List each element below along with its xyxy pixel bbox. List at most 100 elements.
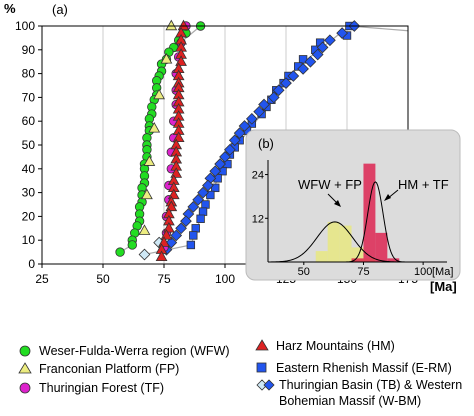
inset-bar-s0-1 [327,221,340,262]
data-point-s4-22 [201,200,210,209]
inset-bar-s1-1 [363,163,376,262]
main-data-points [115,19,361,262]
legend-marker-hm [255,339,269,351]
x-tick-label-50: 50 [96,272,110,286]
legend-label-tb-wbm-line2: Bohemian Massif (W-BM) [279,394,421,408]
data-point-s5-16 [228,134,241,147]
inset-bar-s1-0 [351,258,364,262]
inset-bar-s1-3 [387,258,400,262]
data-point-s6-0 [138,248,151,261]
inset-x-label: [Ma] [432,266,453,278]
series-1 [138,19,178,235]
data-point-s5-25 [187,201,200,213]
panel-label-b: (b) [258,136,274,151]
y-tick-label-50: 50 [22,138,36,152]
inset-panel: (b) 12 24 50 75 100 [Ma] WFW + FP HM + TF [245,129,461,281]
data-point-s0-35 [127,240,137,250]
data-point-s4-20 [211,183,220,193]
data-point-s5-6 [297,62,309,75]
inset-annotation-wfw-fp: WFW + FP [298,177,362,192]
data-point-s5-22 [202,179,214,192]
inset-bar-s0-2 [339,225,352,262]
y-tick-label-80: 80 [22,67,36,81]
data-point-s1-5 [141,188,153,200]
data-point-s5-5 [304,55,317,68]
data-point-s5-11 [258,98,270,111]
legend-item-hm: Harz Mountains (HM) [255,339,395,353]
data-point-s1-2 [153,88,166,100]
data-point-s5-1 [336,27,348,40]
inset-bar-s1-2 [375,232,388,262]
data-point-s1-6 [138,224,151,235]
legend-label-wfw: Weser-Fulda-Werra region (WFW) [39,344,230,358]
inset-arrow-wfw-fp [327,193,341,207]
y-tick-label-40: 40 [22,162,36,176]
y-tick-label-20: 20 [22,209,36,223]
data-point-s5-15 [233,127,246,139]
legend-item-erm: Eastern Rhenish Massif (E-RM) [256,361,452,375]
data-point-s5-8 [280,77,292,89]
data-point-s5-12 [253,105,266,118]
data-point-s5-24 [192,193,205,206]
data-point-s5-27 [180,215,192,228]
inset-arrow-hm-tf [384,189,399,201]
x-axis-label: [Ma] [430,279,457,294]
legend-item-wfw: Weser-Fulda-Werra region (WFW) [19,344,230,358]
y-tick-label-60: 60 [22,114,36,128]
x-tick-label-100: 100 [215,272,235,286]
data-point-s5-9 [272,84,285,97]
data-point-s5-20 [209,165,222,178]
data-point-s1-3 [148,122,161,133]
legend-item-tf: Thuringian Forest (TF) [19,381,164,395]
legend-label-erm: Eastern Rhenish Massif (E-RM) [276,361,452,375]
x-tick-label-75: 75 [157,272,171,286]
y-tick-label-90: 90 [22,43,36,57]
legend-label-hm: Harz Mountains (HM) [276,339,395,353]
inset-y-tick-label-24: 24 [252,170,264,182]
legend-marker-tf [19,382,31,394]
inset-x-tick-label-100: 100 [414,266,432,278]
data-point-s1-4 [143,155,156,166]
y-tick-label-10: 10 [22,233,36,247]
y-tick-label-0: 0 [28,257,35,271]
legend-marker-erm [256,362,267,373]
inset-bar-s0-3 [351,247,364,262]
legend-label-tb-wbm-line1: Thuringian Basin (TB) & Western [279,378,462,392]
data-point-s0-36 [115,247,125,257]
inset-x-tick-label-75: 75 [357,266,369,278]
y-axis-label: % [4,1,16,16]
legend-marker-wfw [19,345,31,357]
data-point-s5-28 [175,222,187,235]
data-point-s5-13 [245,112,258,125]
legend-label-fp: Franconian Platform (FP) [39,362,179,376]
data-point-s5-4 [311,48,324,61]
data-point-s4-21 [206,190,215,200]
legend: Weser-Fulda-Werra region (WFW) Franconia… [18,339,462,408]
series-5 [160,20,361,256]
data-point-s3-33 [155,250,168,262]
data-point-s5-30 [165,236,178,249]
inset-annotation-hm-tf: HM + TF [398,177,449,192]
data-point-s5-19 [214,158,226,170]
y-tick-label-70: 70 [22,90,36,104]
legend-label-tf: Thuringian Forest (TF) [39,381,164,395]
legend-item-tb-wbm: Thuringian Basin (TB) & Western Bohemian… [256,378,462,408]
data-point-s5-10 [267,91,280,104]
inset-axes: 12 24 50 75 100 [252,160,447,278]
inset-x-tick-label-50: 50 [298,266,310,278]
series-3 [155,19,190,262]
data-point-s5-17 [224,143,236,156]
data-point-s4-23 [198,207,208,216]
data-point-s1-0 [165,19,178,31]
inset-y-tick-label-12: 12 [252,213,264,225]
data-point-s4-27 [186,240,196,250]
panel-label-a: (a) [52,2,68,17]
data-point-s4-24 [196,214,205,223]
data-point-s4-25 [191,224,200,233]
legend-item-fp: Franconian Platform (FP) [18,362,179,376]
data-point-s4-26 [189,231,198,240]
inset-histogram-bars [315,163,400,262]
y-tick-label-100: 100 [15,19,35,33]
